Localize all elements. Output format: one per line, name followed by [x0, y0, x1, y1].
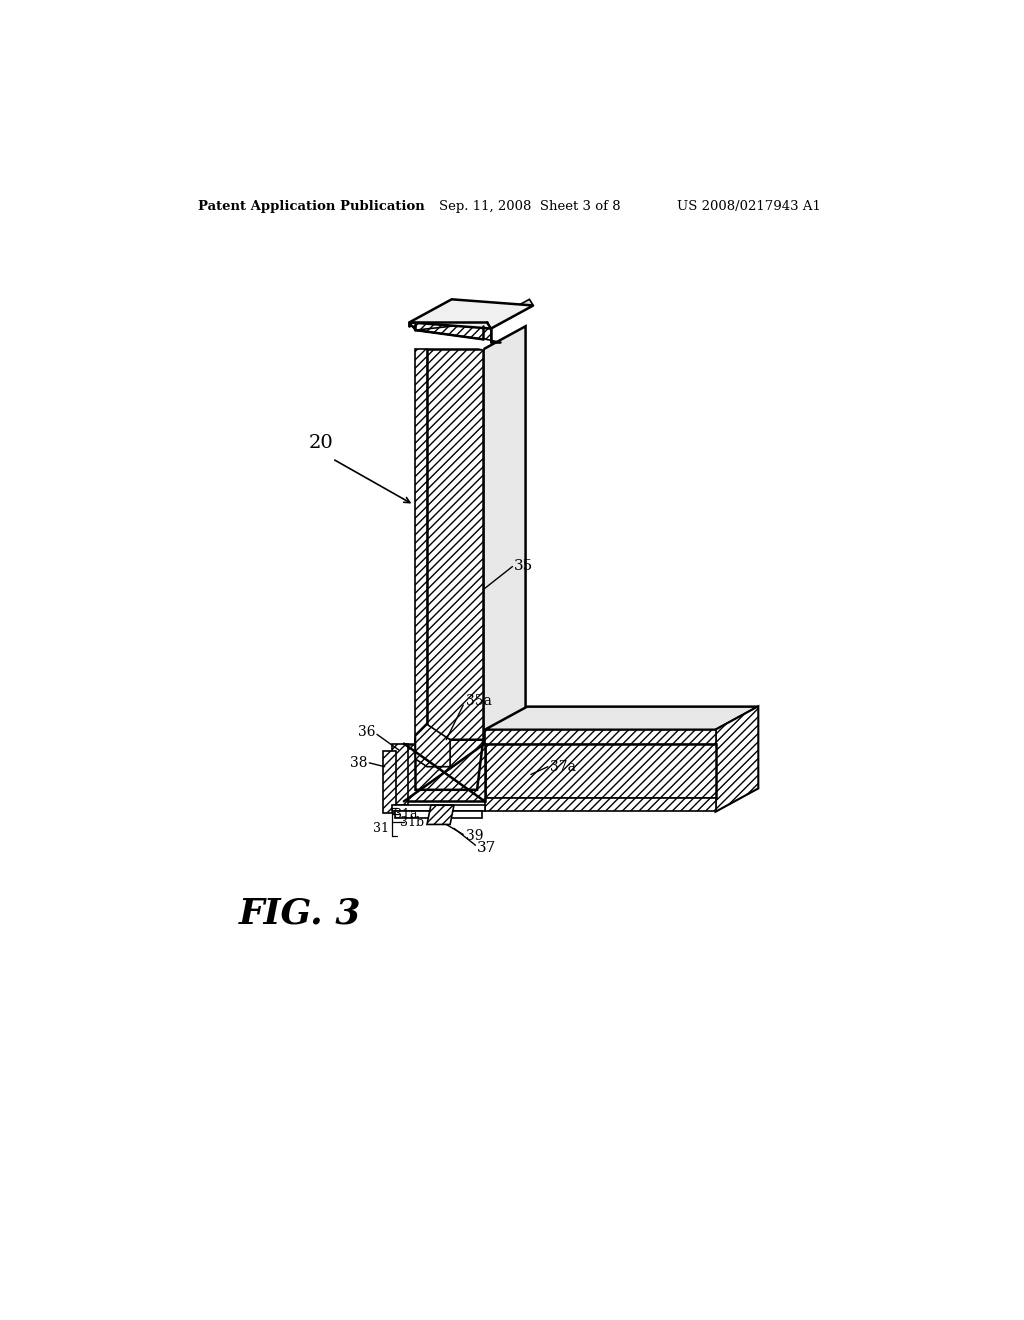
Text: 39: 39: [466, 829, 483, 843]
Text: 36: 36: [358, 725, 376, 739]
Polygon shape: [484, 730, 716, 743]
Text: US 2008/0217943 A1: US 2008/0217943 A1: [677, 199, 821, 213]
Text: 37: 37: [477, 841, 497, 854]
Text: 31: 31: [373, 822, 388, 834]
Polygon shape: [416, 330, 483, 350]
Polygon shape: [410, 322, 416, 330]
Polygon shape: [416, 350, 427, 763]
Polygon shape: [716, 706, 758, 812]
Polygon shape: [410, 322, 416, 330]
Text: 38: 38: [350, 756, 368, 770]
Text: 31b: 31b: [400, 816, 424, 829]
Polygon shape: [416, 725, 451, 767]
Text: FIG. 3: FIG. 3: [239, 896, 360, 931]
Polygon shape: [416, 739, 483, 789]
Polygon shape: [410, 300, 534, 329]
Polygon shape: [427, 805, 454, 825]
Text: 35a: 35a: [466, 694, 492, 709]
Polygon shape: [487, 300, 534, 329]
Polygon shape: [484, 706, 758, 730]
Polygon shape: [484, 797, 716, 812]
Polygon shape: [410, 322, 487, 339]
Text: 35: 35: [514, 560, 534, 573]
Text: Sep. 11, 2008  Sheet 3 of 8: Sep. 11, 2008 Sheet 3 of 8: [438, 199, 621, 213]
Polygon shape: [383, 751, 396, 813]
Text: 31a: 31a: [394, 808, 418, 821]
Polygon shape: [392, 805, 484, 812]
Text: Patent Application Publication: Patent Application Publication: [199, 199, 425, 213]
Polygon shape: [395, 812, 481, 817]
Polygon shape: [416, 322, 500, 342]
Polygon shape: [403, 743, 484, 801]
Polygon shape: [716, 706, 758, 812]
Polygon shape: [427, 350, 483, 739]
Text: 37a: 37a: [550, 760, 577, 774]
Polygon shape: [392, 743, 408, 805]
Text: 20: 20: [309, 434, 334, 453]
Polygon shape: [484, 743, 716, 797]
Polygon shape: [483, 326, 525, 739]
